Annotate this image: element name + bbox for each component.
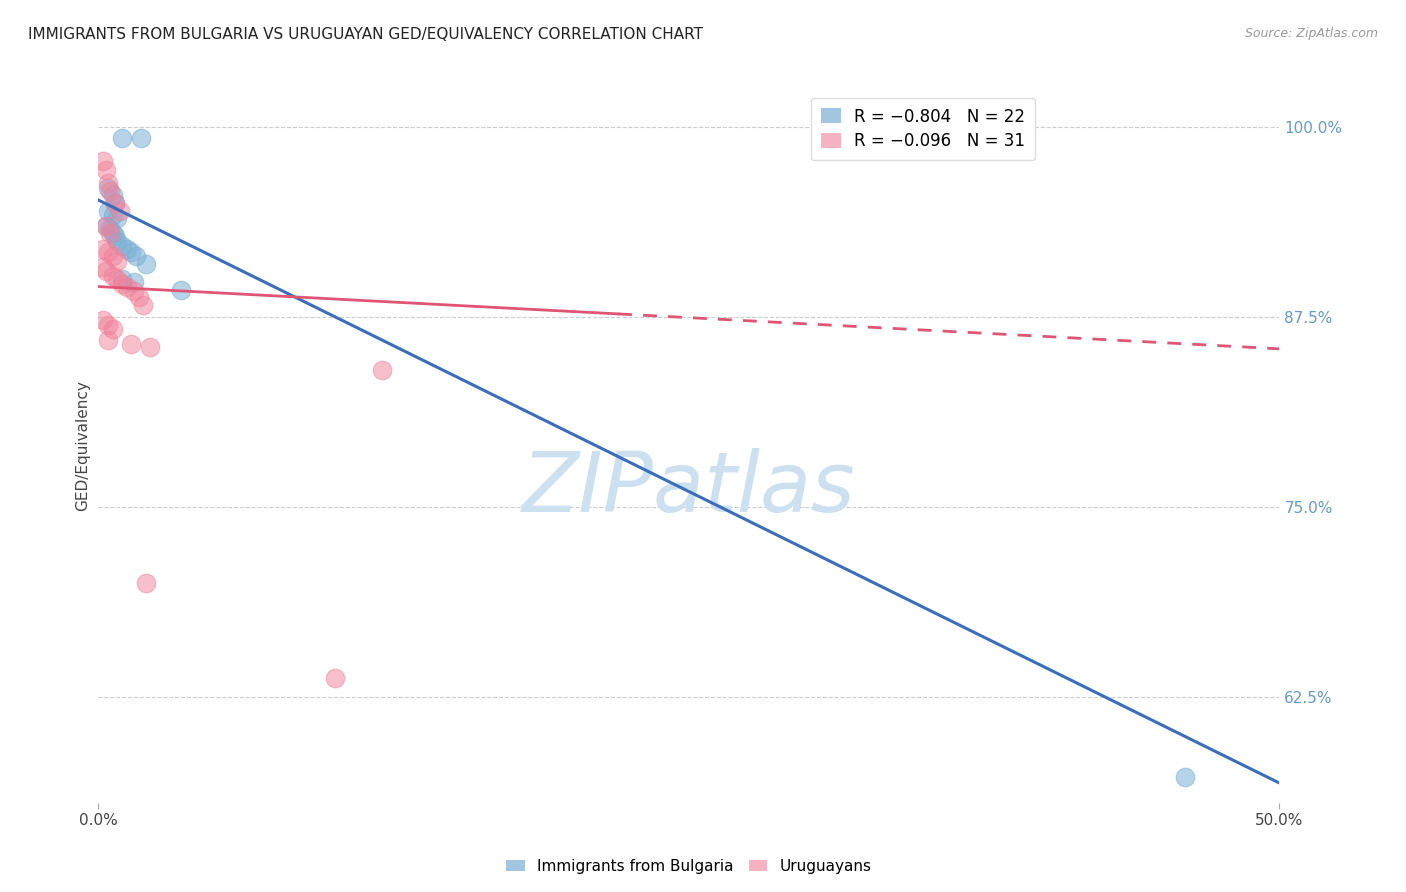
Legend: Immigrants from Bulgaria, Uruguayans: Immigrants from Bulgaria, Uruguayans	[501, 853, 877, 880]
Text: ZIPatlas: ZIPatlas	[522, 449, 856, 529]
Point	[122, 275, 145, 289]
Point	[101, 227, 124, 241]
Point	[122, 284, 145, 298]
Y-axis label: GED/Equivalency: GED/Equivalency	[75, 381, 90, 511]
Point	[1174, 770, 1197, 784]
Point	[111, 277, 134, 291]
Point	[97, 203, 120, 218]
Point	[115, 242, 138, 256]
Point	[108, 203, 131, 218]
Point	[135, 575, 157, 590]
Point	[111, 272, 134, 286]
Point	[121, 244, 143, 259]
Point	[111, 238, 134, 252]
Point	[98, 227, 121, 241]
Point	[104, 229, 127, 244]
Point	[101, 249, 124, 263]
Point	[111, 130, 134, 145]
Point	[97, 318, 120, 332]
Point	[91, 313, 114, 327]
Point	[101, 188, 124, 202]
Point	[105, 234, 128, 248]
Point	[91, 153, 114, 168]
Point	[135, 257, 157, 271]
Point	[128, 290, 150, 304]
Point	[121, 337, 143, 351]
Legend: R = −0.804   N = 22, R = −0.096   N = 31: R = −0.804 N = 22, R = −0.096 N = 31	[811, 97, 1035, 161]
Point	[115, 279, 138, 293]
Point	[94, 162, 117, 177]
Point	[139, 340, 162, 354]
Point	[94, 219, 117, 233]
Point	[97, 181, 120, 195]
Point	[132, 298, 155, 312]
Text: Source: ZipAtlas.com: Source: ZipAtlas.com	[1244, 27, 1378, 40]
Point	[125, 249, 148, 263]
Point	[91, 242, 114, 256]
Point	[97, 333, 120, 347]
Point	[170, 283, 193, 297]
Point	[105, 211, 128, 226]
Point	[97, 244, 120, 259]
Point	[101, 268, 124, 283]
Point	[91, 260, 114, 274]
Point	[101, 322, 124, 336]
Point	[129, 130, 152, 145]
Text: IMMIGRANTS FROM BULGARIA VS URUGUAYAN GED/EQUIVALENCY CORRELATION CHART: IMMIGRANTS FROM BULGARIA VS URUGUAYAN GE…	[28, 27, 703, 42]
Point	[94, 219, 117, 233]
Point	[105, 272, 128, 286]
Point	[98, 184, 121, 198]
Point	[97, 177, 120, 191]
Point	[105, 253, 128, 268]
Point	[938, 125, 960, 139]
Point	[98, 222, 121, 236]
Point	[323, 671, 346, 685]
Point	[104, 196, 127, 211]
Point	[371, 363, 394, 377]
Point	[104, 196, 127, 211]
Point	[94, 264, 117, 278]
Point	[101, 208, 124, 222]
